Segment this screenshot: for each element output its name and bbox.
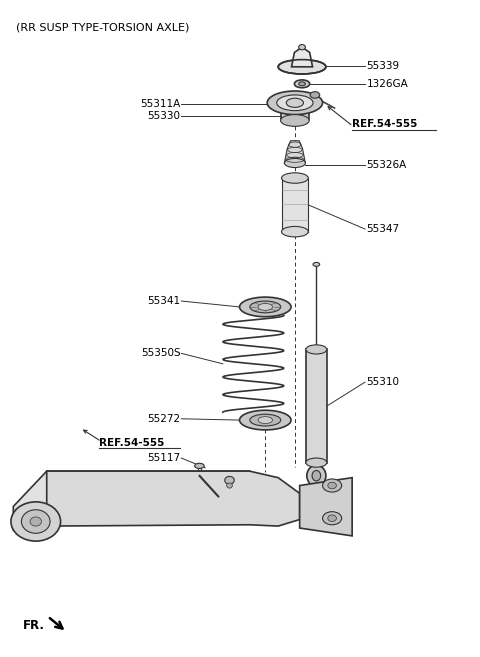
Ellipse shape [240,410,291,430]
Text: 55272: 55272 [147,414,180,424]
Polygon shape [306,350,327,463]
Text: REF.54-555: REF.54-555 [352,120,418,129]
Ellipse shape [30,517,41,526]
Ellipse shape [286,98,303,107]
Text: 55341: 55341 [147,296,180,306]
Ellipse shape [258,417,273,424]
Text: 55326A: 55326A [366,160,407,170]
Ellipse shape [281,227,308,237]
Text: 55311A: 55311A [140,99,180,109]
Ellipse shape [299,82,305,86]
Text: 55339: 55339 [366,60,399,70]
Ellipse shape [227,483,232,488]
Ellipse shape [294,80,310,88]
Ellipse shape [299,45,305,50]
Ellipse shape [313,262,320,266]
Polygon shape [281,178,308,232]
Ellipse shape [250,301,281,313]
Ellipse shape [250,414,281,426]
Ellipse shape [281,114,309,126]
Ellipse shape [11,502,60,541]
Text: FR.: FR. [23,619,45,632]
Ellipse shape [240,297,291,317]
Ellipse shape [258,304,273,310]
Ellipse shape [22,510,50,533]
Ellipse shape [281,173,308,183]
Ellipse shape [323,512,342,525]
Ellipse shape [284,158,305,168]
Text: 55117: 55117 [147,453,180,463]
Polygon shape [300,478,352,536]
Polygon shape [281,102,309,120]
Text: 55350S: 55350S [141,348,180,358]
Polygon shape [284,141,305,163]
Ellipse shape [323,479,342,492]
Ellipse shape [328,482,336,489]
Ellipse shape [310,92,320,98]
Text: 1326GA: 1326GA [366,79,408,89]
Text: 55310: 55310 [366,377,399,387]
Text: REF.54-555: REF.54-555 [99,438,165,448]
Polygon shape [13,471,250,530]
Polygon shape [47,471,300,526]
Polygon shape [291,47,312,67]
Text: 55347: 55347 [366,224,399,234]
Ellipse shape [307,465,326,486]
Text: (RR SUSP TYPE-TORSION AXLE): (RR SUSP TYPE-TORSION AXLE) [16,22,189,32]
Ellipse shape [225,476,234,484]
Ellipse shape [306,345,327,354]
Ellipse shape [328,515,336,522]
Ellipse shape [277,95,313,110]
Ellipse shape [306,458,327,467]
Ellipse shape [195,463,204,468]
Text: 55330: 55330 [147,111,180,121]
Ellipse shape [278,60,326,74]
Ellipse shape [267,91,323,114]
Ellipse shape [312,470,321,481]
